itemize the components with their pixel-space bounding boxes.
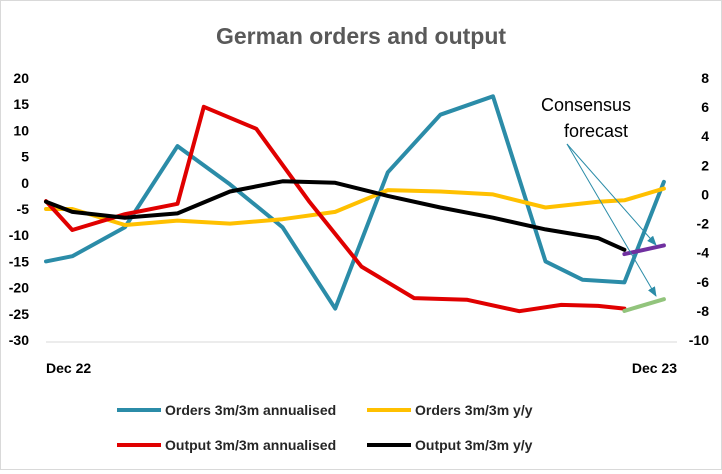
left-tick-label: 20: [13, 70, 29, 86]
left-tick-label: -20: [9, 280, 29, 296]
series-lines: [44, 94, 666, 314]
right-tick-label: 6: [701, 99, 709, 115]
left-tick-label: -25: [9, 306, 29, 322]
legend-label-orders-yy: Orders 3m/3m y/y: [415, 402, 533, 418]
right-tick-label: 0: [701, 186, 709, 202]
left-tick-label: -15: [9, 253, 29, 269]
legend-label-orders-annualised: Orders 3m/3m annualised: [165, 402, 336, 418]
forecast-lines: [622, 243, 666, 313]
left-axis-ticks: 20 15 10 5 0 -5 -10 -15 -20 -25 -30: [9, 70, 29, 348]
series-line-1: [44, 186, 666, 227]
right-tick-label: -4: [697, 245, 710, 261]
chart-title: German orders and output: [216, 23, 506, 49]
right-tick-label: -2: [697, 216, 710, 232]
left-tick-label: 5: [21, 149, 29, 165]
forecast-line-1: [622, 297, 666, 313]
x-end-label: Dec 23: [632, 360, 677, 376]
legend-label-output-yy: Output 3m/3m y/y: [415, 437, 533, 453]
right-tick-label: 4: [701, 128, 709, 144]
annotation-arrow-lower: [566, 143, 657, 297]
x-start-label: Dec 22: [46, 360, 91, 376]
legend-item-orders-yy: Orders 3m/3m y/y: [367, 402, 533, 418]
left-tick-label: -10: [9, 227, 29, 243]
legend-item-output-annualised: Output 3m/3m annualised: [117, 437, 336, 453]
right-tick-label: -8: [697, 303, 710, 319]
series-line-2: [44, 104, 627, 314]
annotation-line-2: forecast: [564, 121, 628, 141]
legend-item-output-yy: Output 3m/3m y/y: [367, 437, 533, 453]
legend-label-output-annualised: Output 3m/3m annualised: [165, 437, 336, 453]
right-tick-label: -6: [697, 274, 710, 290]
right-axis-ticks: 8 6 4 2 0 -2 -4 -6 -8 -10: [689, 70, 709, 348]
legend: Orders 3m/3m annualised Orders 3m/3m y/y…: [117, 402, 533, 453]
left-tick-label: 0: [21, 175, 29, 191]
annotation-arrow-upper: [566, 143, 657, 246]
annotation-line-1: Consensus: [541, 95, 631, 115]
right-tick-label: 2: [701, 157, 709, 173]
left-tick-label: 15: [13, 96, 29, 112]
left-tick-label: -30: [9, 332, 29, 348]
right-tick-label: -10: [689, 332, 709, 348]
left-tick-label: 10: [13, 122, 29, 138]
left-tick-label: -5: [17, 201, 30, 217]
right-tick-label: 8: [701, 70, 709, 86]
legend-item-orders-annualised: Orders 3m/3m annualised: [117, 402, 336, 418]
series-line-3: [44, 179, 627, 252]
consensus-annotation: Consensus forecast: [541, 95, 657, 297]
